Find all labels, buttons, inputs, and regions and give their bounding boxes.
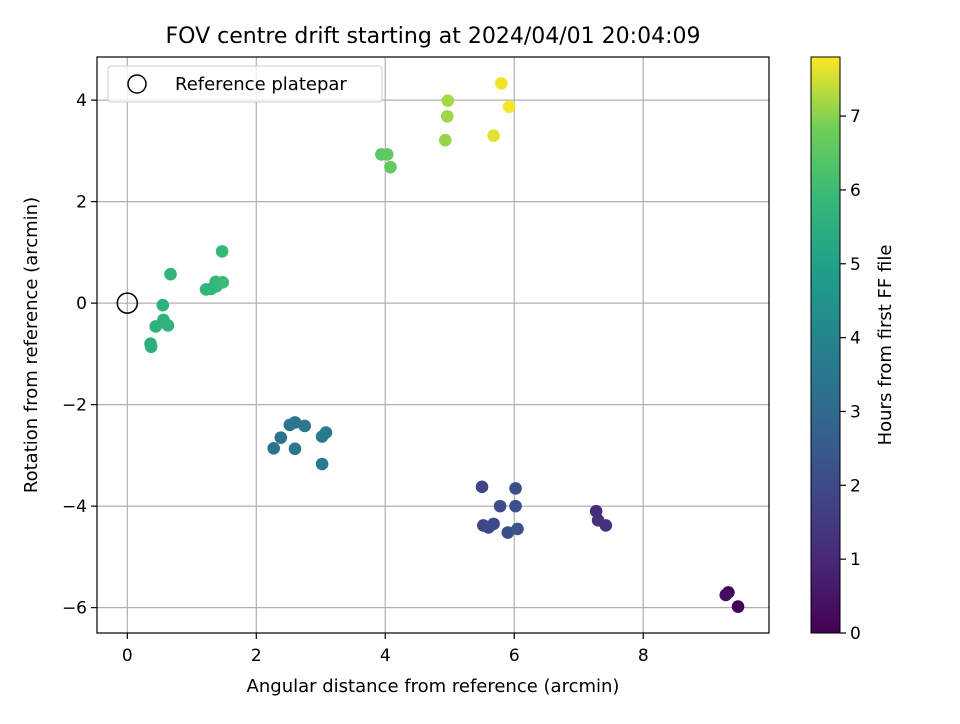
scatter-point	[274, 431, 288, 444]
chart-title: FOV centre drift starting at 2024/04/01 …	[166, 24, 701, 49]
y-tick-label: 2	[76, 193, 87, 213]
x-tick-label: 0	[122, 646, 133, 666]
scatter-point	[475, 480, 489, 494]
x-tick-label: 2	[251, 646, 262, 666]
scatter-point	[319, 426, 333, 439]
colorbar-ticks: 0 1 2 3 4 5 6 7	[840, 107, 861, 644]
scatter-point	[509, 482, 522, 495]
y-tick-label: −4	[62, 497, 87, 517]
colorbar-frame	[810, 56, 841, 634]
y-axis-ticks: 4 2 0 −2 −4 −6	[62, 91, 97, 619]
scatter-point	[380, 148, 394, 161]
colorbar-gradient	[811, 57, 840, 633]
legend-box	[107, 65, 383, 103]
scatter-point	[156, 298, 170, 312]
scatter-point	[315, 457, 329, 471]
data-points	[144, 77, 745, 613]
y-tick-label: 0	[76, 294, 87, 314]
scatter-point	[164, 267, 177, 281]
scatter-point	[501, 526, 515, 539]
colorbar-tick-label: 0	[850, 624, 861, 644]
x-tick-label: 6	[509, 646, 520, 666]
scatter-point	[438, 133, 452, 147]
scatter-point	[493, 499, 507, 513]
colorbar-tick-label: 5	[850, 255, 861, 275]
colorbar-label: Hours from first FF file	[875, 245, 896, 446]
scatter-point	[440, 110, 454, 123]
colorbar-tick-label: 7	[850, 107, 861, 127]
colorbar: 0 1 2 3 4 5 6 7 Hours from first FF file	[810, 56, 896, 644]
colorbar-tick-label: 3	[850, 402, 861, 422]
legend: Reference platepar	[107, 65, 383, 103]
scatter-point	[298, 419, 311, 433]
scatter-point	[288, 442, 302, 456]
x-axis-label: Angular distance from reference (arcmin)	[247, 676, 620, 697]
y-axis-label: Rotation from reference (arcmin)	[21, 197, 42, 493]
colorbar-tick-label: 4	[850, 329, 861, 349]
scatter-point	[161, 319, 175, 332]
scatter-point	[719, 588, 733, 602]
legend-reference-label: Reference platepar	[175, 74, 347, 95]
y-tick-label: 4	[76, 91, 87, 111]
scatter-point	[487, 517, 500, 531]
x-axis-ticks: 0 2 4 6 8	[122, 633, 649, 666]
colorbar-tick-label: 2	[850, 476, 861, 496]
scatter-point	[267, 441, 281, 455]
colorbar-tick-label: 6	[850, 181, 861, 201]
y-tick-label: −2	[62, 396, 87, 416]
reference-marker-layer	[116, 292, 139, 314]
scatter-point	[384, 160, 397, 174]
plot-frame	[96, 56, 770, 634]
scatter-point	[495, 77, 508, 90]
scatter-point	[487, 129, 500, 142]
scatter-point	[599, 519, 613, 532]
legend-reference-marker-icon	[127, 74, 147, 94]
y-tick-label: −6	[62, 599, 87, 619]
scatter-point	[441, 94, 455, 107]
scatter-point	[502, 100, 516, 114]
scatter-point	[216, 276, 230, 289]
scatter-point	[511, 522, 524, 536]
scatter-point	[731, 600, 745, 613]
x-tick-label: 8	[638, 646, 649, 666]
scatter-point	[215, 245, 229, 258]
scatter-point	[144, 340, 158, 354]
colorbar-tick-label: 1	[850, 550, 861, 570]
reference-platepar-marker	[116, 292, 139, 314]
scatter-point	[509, 499, 522, 513]
scatter-point	[288, 416, 302, 429]
x-tick-label: 4	[380, 646, 391, 666]
